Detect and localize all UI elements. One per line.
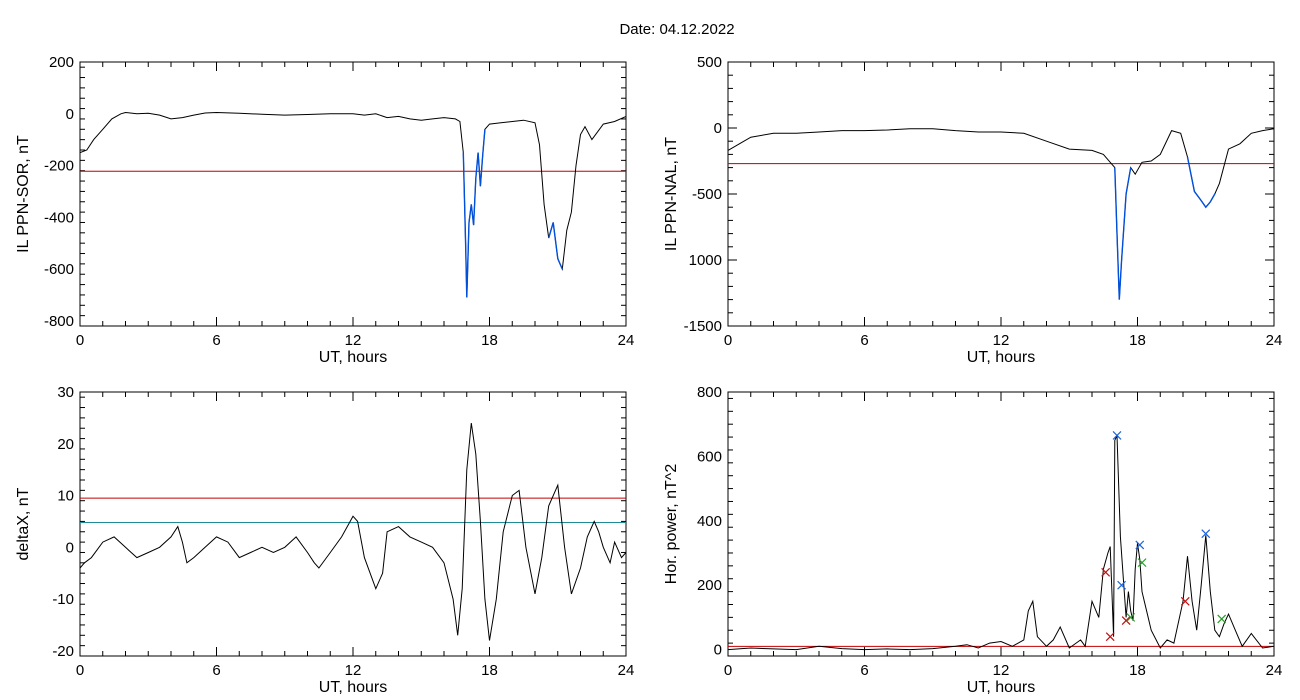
x-tick-label: 12 — [993, 662, 1010, 679]
y-tick-label: 1000 — [689, 252, 722, 269]
y-tick-label: 200 — [697, 577, 722, 594]
y-axis-label: deltaX, nT — [15, 487, 32, 560]
peak-marker — [1135, 540, 1145, 550]
y-tick-label: -400 — [44, 209, 74, 226]
active-segment-line — [548, 222, 563, 270]
chart-panel-sor: 0 6 12 18 24 -800 -600 -400 -200 0 200 UT, hours IL … — [15, 54, 634, 366]
y-tick-label: 0 — [66, 539, 74, 556]
x-tick-label: 12 — [345, 332, 362, 349]
y-tick-label: -20 — [52, 643, 74, 660]
peak-marker — [1117, 580, 1126, 590]
y-tick-label: -200 — [44, 158, 74, 175]
data-series-line — [728, 128, 1274, 300]
peak-marker — [1121, 616, 1131, 626]
active-segment-line — [1114, 167, 1132, 300]
y-tick-label: 400 — [697, 513, 722, 530]
y-tick-label: 200 — [49, 54, 74, 71]
y-tick-label: 0 — [714, 642, 722, 659]
x-axis-label: UT, hours — [319, 679, 387, 696]
x-tick-label: 18 — [1129, 662, 1146, 679]
peak-marker — [1101, 567, 1111, 577]
x-axis-label: UT, hours — [967, 349, 1035, 366]
plot-frame — [79, 61, 627, 327]
chart-panel-deltax: 0 6 12 18 24 -20 -10 0 10 20 30 UT, hours deltaX, nT — [15, 384, 634, 696]
y-tick-label: 20 — [57, 436, 74, 453]
plot-frame — [727, 391, 1275, 657]
active-segment-line — [462, 129, 486, 298]
x-tick-label: 6 — [860, 662, 868, 679]
y-tick-label: -10 — [52, 591, 74, 608]
y-tick-label: -500 — [692, 186, 722, 203]
y-tick-label: -1500 — [684, 318, 722, 335]
peak-marker — [1201, 529, 1211, 539]
y-tick-label: 0 — [714, 120, 722, 137]
data-series-line — [728, 435, 1274, 651]
plot-frame — [727, 61, 1275, 327]
data-series-line — [80, 111, 626, 298]
x-tick-label: 0 — [76, 332, 84, 349]
y-tick-label: 0 — [66, 106, 74, 123]
chart-panel-power: 0 6 12 18 24 0 200 400 600 800 UT, hours Hor. power… — [663, 384, 1282, 696]
x-tick-label: 24 — [1266, 332, 1283, 349]
x-tick-label: 18 — [1129, 332, 1146, 349]
y-tick-label: 30 — [57, 384, 74, 401]
chart-panel-nal: 0 6 12 18 24 -1500 1000 -500 0 500 UT, hours IL PPN… — [663, 54, 1282, 366]
y-axis-label: IL PPN-NAL, nT — [663, 137, 680, 251]
y-tick-label: 800 — [697, 384, 722, 401]
peak-marker — [1112, 431, 1122, 440]
peak-marker — [1217, 614, 1227, 624]
active-segment-line — [1186, 156, 1216, 209]
y-tick-label: -800 — [44, 313, 74, 330]
x-tick-label: 24 — [618, 662, 635, 679]
peak-marker — [1105, 632, 1115, 642]
x-tick-label: 6 — [212, 662, 220, 679]
x-tick-label: 0 — [724, 662, 732, 679]
y-tick-label: 10 — [57, 488, 74, 505]
x-tick-label: 0 — [724, 332, 732, 349]
y-tick-label: 600 — [697, 448, 722, 465]
y-tick-label: 500 — [697, 54, 722, 71]
peak-marker — [1180, 596, 1190, 606]
y-axis-label: Hor. power, nT^2 — [663, 464, 680, 585]
x-tick-label: 18 — [481, 662, 498, 679]
plot-frame — [79, 391, 627, 657]
x-tick-label: 12 — [993, 332, 1010, 349]
x-tick-label: 18 — [481, 332, 498, 349]
x-tick-label: 12 — [345, 662, 362, 679]
x-tick-label: 24 — [618, 332, 635, 349]
y-axis-label: IL PPN-SOR, nT — [15, 135, 32, 253]
peak-marker — [1137, 558, 1147, 568]
x-tick-label: 6 — [860, 332, 868, 349]
data-series-line — [80, 423, 626, 641]
x-axis-label: UT, hours — [319, 349, 387, 366]
x-tick-label: 0 — [76, 662, 84, 679]
x-axis-label: UT, hours — [967, 679, 1035, 696]
peak-marker — [1126, 612, 1136, 622]
x-tick-label: 6 — [212, 332, 220, 349]
x-tick-label: 24 — [1266, 662, 1283, 679]
y-tick-label: -600 — [44, 261, 74, 278]
page-title: Date: 04.12.2022 — [619, 21, 734, 38]
